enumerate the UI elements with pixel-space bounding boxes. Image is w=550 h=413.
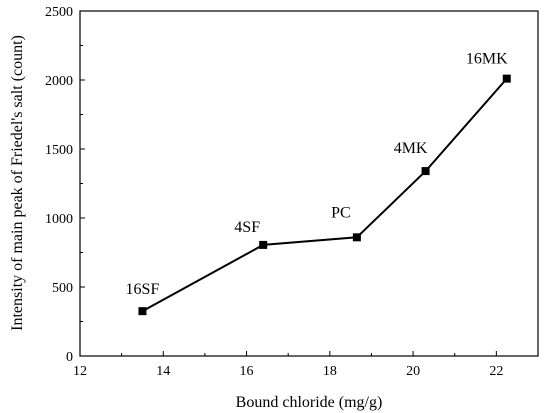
x-tick-label: 16: [240, 364, 254, 379]
point-label: PC: [331, 204, 351, 221]
data-point: [259, 240, 268, 249]
point-label: 4MK: [394, 140, 428, 157]
x-tick-label: 12: [73, 364, 87, 379]
y-tick-label: 500: [52, 281, 73, 296]
x-tick-label: 18: [323, 364, 337, 379]
y-axis: 0 500 1000 1500 2000 2500: [45, 5, 85, 365]
x-tick-label: 20: [406, 364, 420, 379]
x-axis: 12 14 16 18 20 22: [73, 351, 503, 379]
y-tick-label: 1000: [45, 212, 73, 227]
x-tick-label: 14: [156, 364, 170, 379]
data-point: [352, 233, 361, 242]
series-line: [142, 77, 508, 312]
y-tick-label: 2500: [45, 5, 73, 20]
y-axis-title: Intensity of main peak of Friedel's salt…: [9, 35, 26, 331]
point-label: 4SF: [234, 219, 260, 236]
y-tick-label: 0: [66, 350, 73, 365]
y-tick-label: 2000: [45, 74, 73, 89]
data-point: [138, 307, 147, 316]
x-axis-title: Bound chloride (mg/g): [236, 394, 383, 411]
data-point: [502, 74, 511, 83]
markers: [138, 74, 511, 316]
x-tick-label: 22: [489, 364, 503, 379]
data-point: [421, 167, 430, 176]
point-labels: 16SF 4SF PC 4MK 16MK: [126, 51, 509, 299]
point-label: 16SF: [126, 281, 160, 298]
point-label: 16MK: [466, 51, 508, 68]
y-tick-label: 1500: [45, 143, 73, 158]
